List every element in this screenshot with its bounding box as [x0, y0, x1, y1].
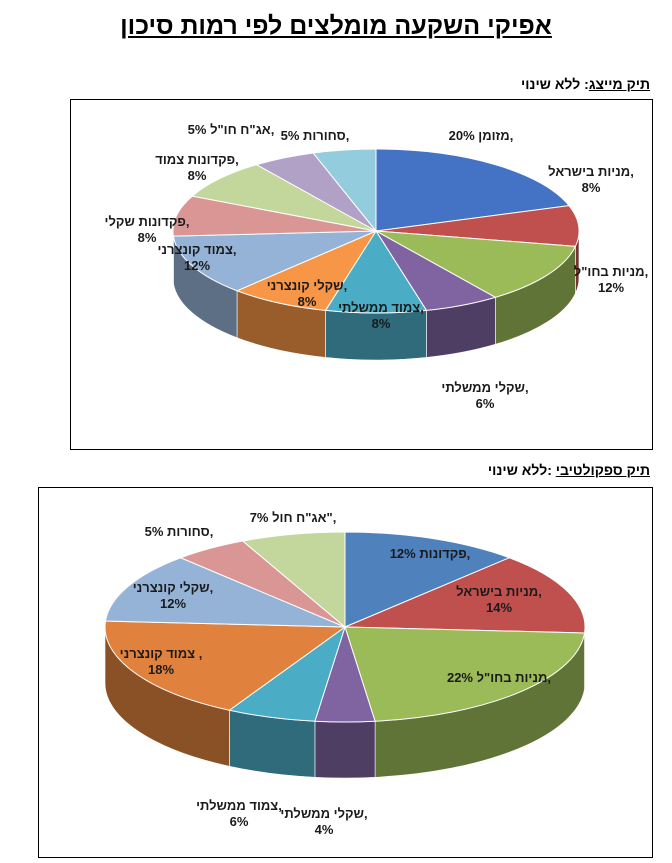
- slice-label-value: 14%: [486, 600, 512, 615]
- slice-label-name: שקלי קונצרני,: [267, 278, 348, 293]
- slice-label-1-8: 7% אג"ח חול",: [250, 510, 337, 525]
- slice-label-name: פקדונות שקלי,: [105, 214, 190, 229]
- slice-label-inline: 5% סחורות,: [281, 128, 350, 143]
- pie-slice-1-0: [344, 531, 511, 628]
- slice-label-0-9: 5% אג"ח חו"ל,: [188, 122, 275, 137]
- slice-label-name: שקלי ממשלתי,: [280, 806, 367, 821]
- slice-label-name: צמוד קונצרני,: [157, 242, 236, 257]
- slice-label-inline: 12% פקדונות,: [390, 546, 471, 561]
- slice-label-value: 4%: [315, 822, 334, 837]
- slice-label-value: 8%: [138, 230, 157, 245]
- pie-slice-0-8: [191, 164, 377, 232]
- pie-slice-1-8: [241, 531, 346, 629]
- slice-label-name: צמוד ממשלתי,: [196, 798, 282, 813]
- slice-label-0-4: צמוד ממשלתי, 8%: [338, 300, 424, 331]
- pie-slice-0-6: [172, 230, 377, 292]
- pie-slice-1-2: [344, 626, 586, 722]
- slice-label-name: צמוד קונצרני ,: [120, 646, 203, 661]
- pie-slice-1-5: [104, 620, 347, 711]
- slice-label-1-5: צמוד קונצרני , 18%: [120, 646, 203, 677]
- slice-label-1-6: שקלי קונצרני, 12%: [133, 580, 214, 611]
- pie-slice-0-1: [375, 205, 580, 247]
- pie-sides: [104, 626, 586, 779]
- slice-label-inline: 5% אג"ח חו"ל,: [188, 122, 275, 137]
- pie-slice-1-6: [104, 557, 346, 628]
- slice-label-0-10: 5% סחורות,: [281, 128, 350, 143]
- slice-label-value: 8%: [188, 168, 207, 183]
- section-status: ללא שינוי: [520, 76, 585, 92]
- slice-label-0-1: מניות בישראל, 8%: [548, 164, 634, 195]
- chart-frame-representative: 20% מזומן, מניות בישראל, 8% מניות בחו"ל, 12%…: [70, 99, 653, 450]
- pie-sides: [172, 230, 580, 361]
- slice-label-0-2: מניות בחו"ל, 12%: [574, 264, 648, 295]
- slice-label-value: 6%: [230, 814, 249, 829]
- pie-side-1-3: [314, 720, 376, 779]
- slice-label-inline: 5% סחורות,: [145, 524, 214, 539]
- slice-label-value: 8%: [372, 316, 391, 331]
- section-label-representative: תיק מייצג: ללא שינוי: [521, 76, 650, 92]
- slice-label-value: 8%: [298, 294, 317, 309]
- slice-label-1-2: 22% מניות בחו"ל,: [447, 670, 551, 685]
- chart-frame-speculative: 12% פקדונות, מניות בישראל, 14% 22% מניות בח…: [38, 487, 653, 858]
- section-label-speculative: תיק ספקולטיבי :ללא שינוי: [488, 462, 650, 478]
- pie-top: [172, 148, 580, 314]
- slice-label-0-7: פקדונות שקלי, 8%: [105, 214, 190, 245]
- slice-label-value: 12%: [184, 258, 210, 273]
- section-name: תיק ספקולטיבי: [555, 462, 650, 478]
- slice-label-1-0: 12% פקדונות,: [390, 546, 471, 561]
- slice-label-value: 12%: [598, 280, 624, 295]
- pie-slice-0-4: [324, 230, 428, 314]
- slice-label-name: שקלי קונצרני,: [133, 580, 214, 595]
- slice-label-0-6: צמוד קונצרני, 12%: [157, 242, 236, 273]
- slice-label-1-7: 5% סחורות,: [145, 524, 214, 539]
- slice-label-1-1: מניות בישראל, 14%: [456, 584, 542, 615]
- slice-label-name: מניות בחו"ל,: [574, 264, 648, 279]
- slice-label-inline: 7% אג"ח חול",: [250, 510, 337, 525]
- slice-label-1-4: צמוד ממשלתי, 6%: [196, 798, 282, 829]
- pie-slice-0-7: [172, 195, 377, 237]
- pie-labels: 20% מזומן,מניות בישראל, 8%מניות בחו"ל, 12%…: [105, 122, 649, 411]
- slice-label-value: 12%: [160, 596, 186, 611]
- slice-label-name: מניות בישראל,: [548, 164, 634, 179]
- slice-label-name: צמוד ממשלתי,: [338, 300, 424, 315]
- slice-label-inline: 20% מזומן,: [449, 128, 514, 143]
- pie-labels: 12% פקדונות, מניות בישראל, 14% 22% מניות בח…: [120, 510, 551, 837]
- slice-label-0-8: פקדונות צמוד, 8%: [155, 152, 238, 183]
- section-name: תיק מייצג: [588, 76, 650, 92]
- pie-chart-representative: 20% מזומן,מניות בישראל, 8%מניות בחו"ל, 12%…: [105, 122, 649, 411]
- pie-slice-0-2: [375, 230, 577, 298]
- pie-slice-0-0: [375, 148, 571, 232]
- slice-label-name: שקלי ממשלתי,: [441, 380, 528, 395]
- slice-label-1-3: שקלי ממשלתי, 4%: [280, 806, 367, 837]
- slice-label-value: 8%: [582, 180, 601, 195]
- section-status: ללא שינוי: [487, 462, 548, 478]
- slice-label-value: 6%: [476, 396, 495, 411]
- slice-label-name: מניות בישראל,: [456, 584, 542, 599]
- slice-label-name: פקדונות צמוד,: [155, 152, 238, 167]
- slice-label-0-3: שקלי ממשלתי, 6%: [441, 380, 528, 411]
- slice-label-value: 18%: [148, 662, 174, 677]
- pie-slice-1-1: [344, 557, 586, 634]
- slice-label-0-0: 20% מזומן,: [449, 128, 514, 143]
- pie-top: [104, 531, 586, 723]
- slice-label-0-5: שקלי קונצרני, 8%: [267, 278, 348, 309]
- slice-label-inline: 22% מניות בחו"ל,: [447, 670, 551, 685]
- pie-slice-0-10: [312, 148, 377, 233]
- pie-chart-speculative: 12% פקדונות, מניות בישראל, 14% 22% מניות בח…: [104, 510, 586, 837]
- page-title: אפיקי השקעה מומלצים לפי רמות סיכון: [120, 12, 552, 40]
- section-separator: :: [584, 76, 589, 92]
- pie-slice-0-5: [235, 229, 378, 311]
- section-separator: :: [547, 462, 556, 478]
